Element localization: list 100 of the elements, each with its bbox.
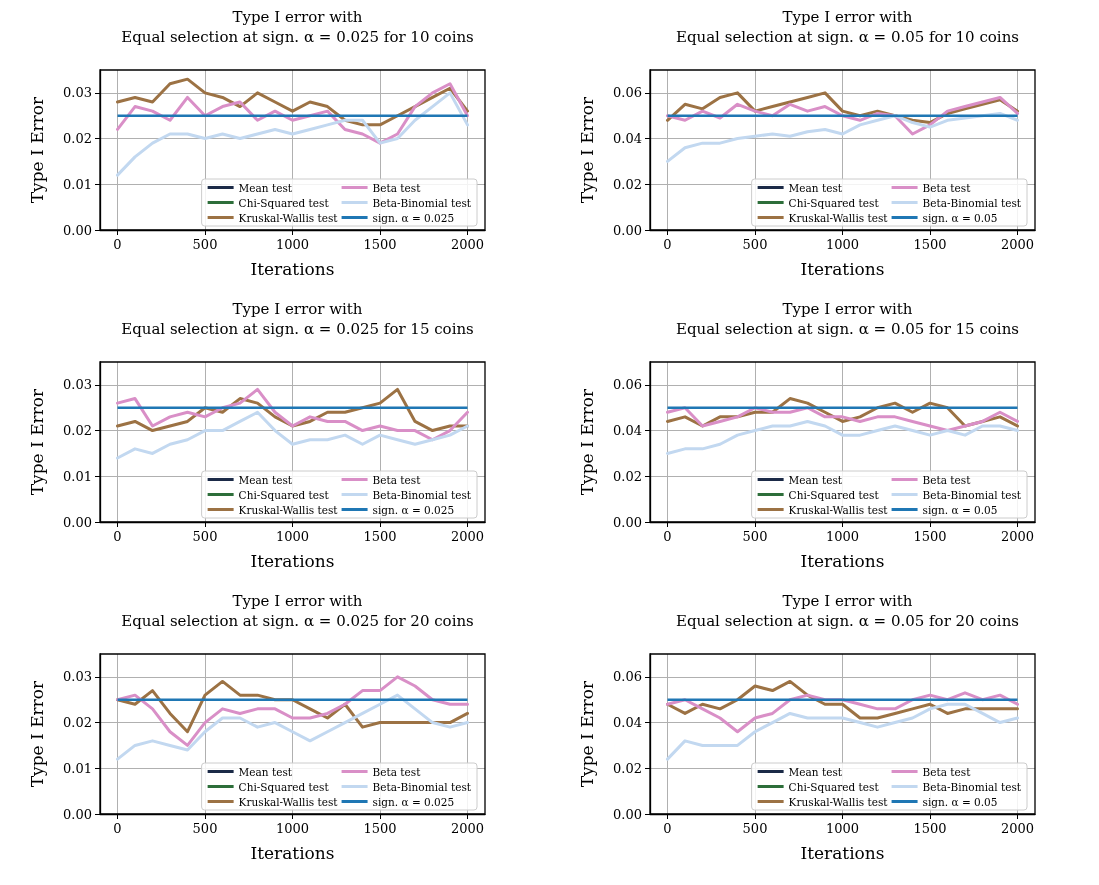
x-axis-title: Iterations (800, 258, 885, 279)
legend-label: Chi-Squared test (788, 488, 880, 501)
legend-label: Kruskal-Wallis test (788, 211, 889, 224)
y-tick-label: 0.02 (63, 423, 92, 439)
legend-label: Beta test (372, 765, 422, 778)
x-tick-label: 0 (663, 237, 672, 252)
chart-title: Type I error with Equal selection at sign. α = 0.025 for 15 coins (121, 300, 474, 338)
y-axis-title: Type I Error (576, 387, 597, 496)
legend-label: Mean test (238, 473, 293, 486)
y-tick-label: 0.04 (613, 423, 642, 439)
y-axis-title: Type I Error (576, 95, 597, 204)
legend-label: Chi-Squared test (788, 780, 880, 793)
legend-label: Mean test (238, 765, 293, 778)
x-tick-label: 2000 (450, 821, 485, 836)
legend-label: sign. α = 0.05 (922, 503, 998, 516)
x-tick-label: 1500 (913, 237, 947, 252)
x-tick-label: 1000 (825, 821, 860, 836)
legend-label: Beta-Binomial test (922, 196, 1022, 209)
y-axis-title: Type I Error (576, 679, 597, 788)
x-tick-label: 1500 (913, 529, 947, 544)
legend-label: Kruskal-Wallis test (238, 503, 339, 516)
legend-label: Chi-Squared test (238, 780, 330, 793)
legend-label: Mean test (788, 765, 843, 778)
legend-label: Chi-Squared test (788, 196, 880, 209)
y-tick-label: 0.02 (63, 715, 92, 731)
x-tick-label: 2000 (1000, 529, 1035, 544)
x-tick-label: 2000 (450, 529, 485, 544)
y-tick-label: 0.02 (613, 760, 642, 776)
legend-label: sign. α = 0.025 (372, 211, 455, 224)
legend-label: Mean test (788, 473, 843, 486)
y-tick-label: 0.00 (63, 806, 92, 822)
legend-label: Beta test (372, 181, 422, 194)
legend-label: Beta-Binomial test (372, 196, 472, 209)
legend-label: Beta test (922, 181, 972, 194)
line-series (116, 387, 469, 442)
y-tick-label: 0.03 (63, 669, 92, 685)
y-tick-label: 0.01 (63, 468, 92, 484)
x-tick-label: 0 (663, 821, 672, 836)
legend-label: Beta test (922, 473, 972, 486)
y-tick-label: 0.06 (613, 377, 642, 393)
line-series (666, 419, 1019, 455)
legend-label: Beta-Binomial test (922, 488, 1022, 501)
x-tick-label: 1500 (913, 821, 947, 836)
chart-title: Type I error with Equal selection at sign. α = 0.05 for 15 coins (675, 300, 1020, 338)
line-series (116, 675, 469, 747)
x-tick-label: 1500 (363, 237, 397, 252)
legend-label: sign. α = 0.025 (372, 503, 455, 516)
x-tick-label: 1500 (363, 529, 397, 544)
x-tick-label: 500 (742, 821, 768, 836)
legend-label: Kruskal-Wallis test (788, 795, 889, 808)
legend-label: Chi-Squared test (238, 488, 330, 501)
chart-title: Type I error with Equal selection at sign. α = 0.025 for 20 coins (121, 592, 474, 630)
x-tick-label: 0 (113, 237, 122, 252)
line-series (116, 410, 469, 460)
y-tick-label: 0.02 (613, 176, 642, 192)
legend-label: Beta-Binomial test (372, 780, 472, 793)
y-tick-label: 0.00 (613, 514, 642, 530)
x-tick-label: 500 (742, 529, 768, 544)
legend-label: sign. α = 0.025 (372, 795, 455, 808)
x-tick-label: 1000 (825, 237, 860, 252)
legend-label: Kruskal-Wallis test (238, 795, 339, 808)
line-series (116, 91, 469, 177)
x-tick-label: 1000 (825, 529, 860, 544)
x-axis-title: Iterations (250, 550, 335, 571)
x-axis-title: Iterations (250, 258, 335, 279)
legend-label: Beta-Binomial test (372, 488, 472, 501)
x-tick-label: 0 (663, 529, 672, 544)
x-tick-label: 2000 (1000, 237, 1035, 252)
y-tick-label: 0.01 (63, 176, 92, 192)
line-series (666, 702, 1019, 761)
y-tick-label: 0.00 (63, 222, 92, 238)
x-tick-label: 1000 (275, 529, 310, 544)
x-axis-title: Iterations (250, 842, 335, 863)
legend-label: Kruskal-Wallis test (238, 211, 339, 224)
x-axis-title: Iterations (800, 842, 885, 863)
y-tick-label: 0.02 (63, 131, 92, 147)
y-tick-label: 0.00 (63, 514, 92, 530)
y-tick-label: 0.06 (613, 85, 642, 101)
legend-label: Beta-Binomial test (922, 780, 1022, 793)
y-tick-label: 0.00 (613, 806, 642, 822)
x-tick-label: 1000 (275, 821, 310, 836)
line-series (116, 693, 469, 761)
chart-title: Type I error with Equal selection at sign. α = 0.05 for 10 coins (675, 8, 1020, 46)
y-tick-label: 0.02 (613, 468, 642, 484)
legend-label: Kruskal-Wallis test (788, 503, 889, 516)
x-tick-label: 500 (192, 529, 218, 544)
legend-label: Mean test (238, 181, 293, 194)
y-tick-label: 0.06 (613, 669, 642, 685)
x-tick-label: 1500 (363, 821, 397, 836)
y-axis-title: Type I Error (26, 95, 47, 204)
line-series (666, 679, 1019, 720)
y-tick-label: 0.04 (613, 131, 642, 147)
x-tick-label: 2000 (1000, 821, 1035, 836)
y-tick-label: 0.04 (613, 715, 642, 731)
x-tick-label: 500 (742, 237, 768, 252)
x-tick-label: 0 (113, 821, 122, 836)
chart-title: Type I error with Equal selection at sign. α = 0.025 for 10 coins (121, 8, 474, 46)
y-tick-label: 0.00 (613, 222, 642, 238)
legend-label: sign. α = 0.05 (922, 795, 998, 808)
x-tick-label: 2000 (450, 237, 485, 252)
